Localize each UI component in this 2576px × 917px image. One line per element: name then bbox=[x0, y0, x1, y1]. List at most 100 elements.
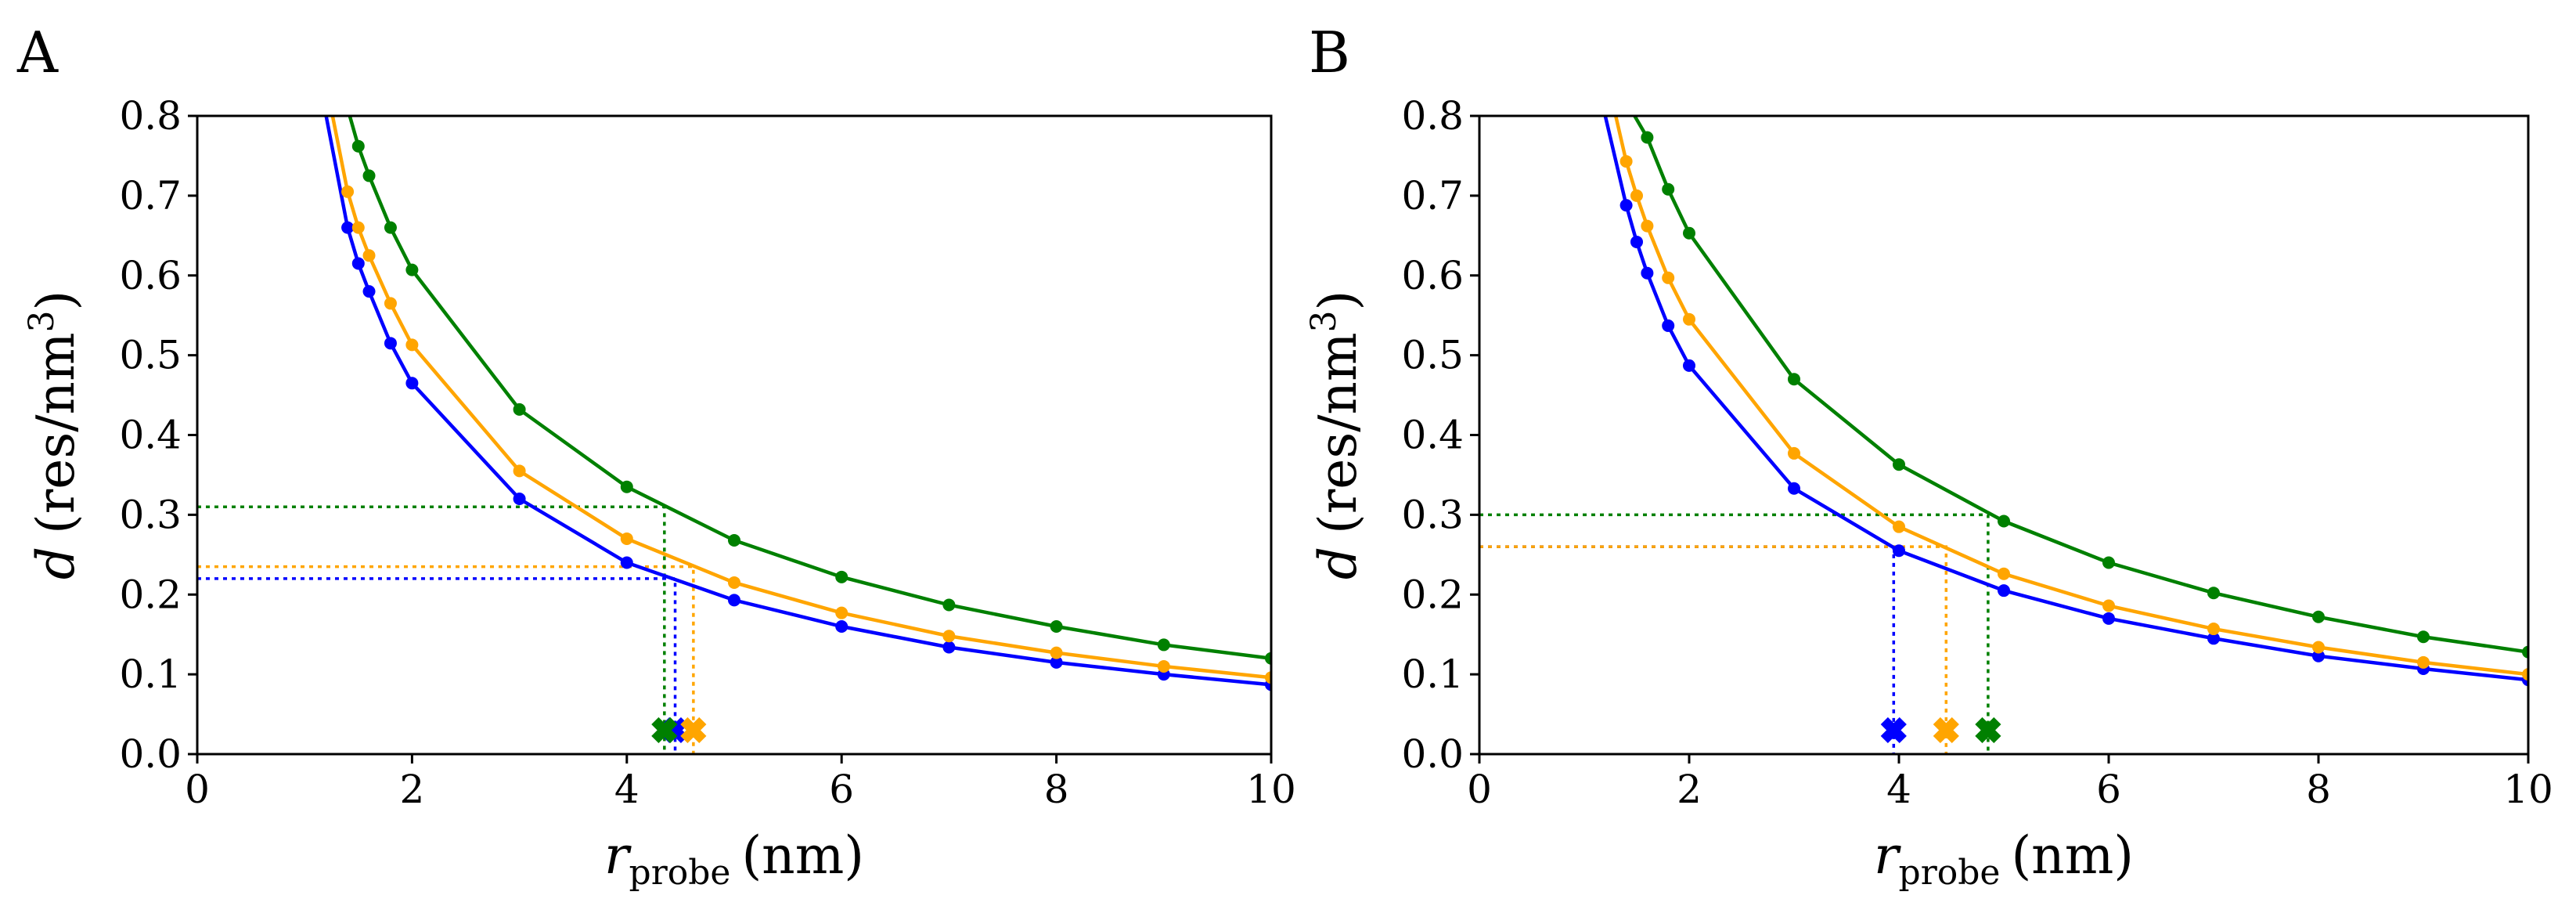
x-tick-label: 0 bbox=[1467, 767, 1492, 812]
series-line-green bbox=[348, 116, 1271, 660]
threshold-guide-blue bbox=[1479, 545, 1896, 754]
threshold-guide-orange bbox=[1479, 545, 1948, 754]
data-point-orange bbox=[405, 338, 419, 352]
panel-label: B bbox=[1309, 20, 1350, 85]
y-tick-label: 0.5 bbox=[119, 333, 182, 378]
series-line-blue bbox=[1603, 116, 2528, 682]
x-tick-label: 6 bbox=[829, 767, 854, 812]
data-point-blue bbox=[620, 556, 633, 569]
y-tick-label: 0.4 bbox=[119, 413, 182, 458]
x-axis-label-subscript: probe bbox=[1899, 853, 2001, 893]
data-point-orange bbox=[728, 576, 740, 589]
data-point-green bbox=[405, 263, 419, 276]
data-point-green bbox=[620, 480, 633, 493]
data-point-green bbox=[1893, 458, 1905, 471]
data-point-blue bbox=[2312, 649, 2325, 662]
crossing-marker-green bbox=[651, 717, 678, 744]
x-tick-label: 0 bbox=[185, 767, 210, 812]
data-point-orange bbox=[1619, 155, 1633, 168]
data-point-blue bbox=[942, 641, 956, 654]
data-point-green bbox=[1662, 182, 1675, 196]
data-point-orange bbox=[1662, 271, 1675, 284]
data-point-orange bbox=[1788, 446, 1800, 460]
x-tick-label: 8 bbox=[1044, 767, 1069, 812]
data-point-orange bbox=[2312, 641, 2325, 654]
data-point-blue bbox=[362, 285, 376, 298]
data-point-orange bbox=[1630, 189, 1643, 202]
data-point-green bbox=[2312, 610, 2325, 623]
x-axis-label: rprobe (nm) bbox=[604, 825, 864, 893]
data-point-green bbox=[384, 221, 397, 234]
y-tick-label: 0.0 bbox=[1401, 731, 1464, 777]
threshold-guides bbox=[1479, 513, 1990, 754]
data-point-orange bbox=[2102, 599, 2115, 612]
series-line-orange bbox=[330, 116, 1271, 680]
crossing-marker-green bbox=[1975, 717, 2001, 744]
data-point-green bbox=[835, 570, 848, 583]
y-tick-label: 0.1 bbox=[119, 652, 182, 697]
y-tick-label: 0.2 bbox=[119, 572, 182, 617]
data-point-blue bbox=[1050, 655, 1063, 669]
data-point-orange bbox=[2417, 655, 2430, 669]
plot-frame bbox=[1478, 114, 2530, 756]
series-green bbox=[1633, 116, 2528, 659]
x-axis-label-units: (nm) bbox=[2011, 825, 2134, 886]
threshold-guide-blue bbox=[197, 577, 677, 754]
data-point-green bbox=[362, 169, 376, 182]
series-orange bbox=[1614, 116, 2528, 681]
data-point-orange bbox=[1683, 312, 1695, 326]
chart-panel-a: A 0 2 4 6 8 10 0.0 0.1 0.2 0.3 0.4 0.5 0.6 0.7 0.8 rprob… bbox=[16, 20, 1296, 893]
y-axis-label-close: ) bbox=[26, 291, 86, 311]
series-orange bbox=[330, 116, 1271, 684]
x-tick-label: 4 bbox=[1886, 767, 1911, 812]
x-axis-label-subscript: probe bbox=[629, 853, 731, 893]
data-point-blue bbox=[728, 594, 740, 607]
y-tick-label: 0.6 bbox=[119, 253, 182, 298]
data-point-orange bbox=[513, 464, 526, 478]
data-point-green bbox=[728, 533, 740, 547]
x-tick-label: 6 bbox=[2096, 767, 2121, 812]
y-tick-label: 0.7 bbox=[119, 173, 182, 218]
data-point-blue bbox=[341, 221, 355, 234]
data-point-green bbox=[1265, 652, 1271, 665]
plot-area bbox=[1603, 116, 2528, 687]
data-point-blue bbox=[1998, 584, 2010, 597]
data-point-blue bbox=[835, 620, 848, 633]
y-tick-label: 0.3 bbox=[119, 492, 182, 537]
panel-label: A bbox=[16, 20, 59, 85]
data-point-green bbox=[1998, 514, 2010, 528]
series-line-orange bbox=[1614, 116, 2528, 677]
data-point-blue bbox=[1641, 266, 1654, 280]
data-point-green bbox=[2207, 587, 2220, 600]
data-point-green bbox=[2522, 645, 2528, 659]
series-blue bbox=[1603, 116, 2528, 687]
data-point-green bbox=[1683, 226, 1695, 240]
x-axis-label: rprobe (nm) bbox=[1874, 825, 2134, 893]
y-tick-label: 0.4 bbox=[1401, 413, 1464, 458]
x-tick-label: 2 bbox=[1677, 767, 1702, 812]
series-line-green bbox=[1633, 116, 2528, 654]
plot-frame bbox=[196, 114, 1273, 756]
threshold-guide-green bbox=[1479, 513, 1990, 754]
y-tick-label: 0.3 bbox=[1401, 492, 1464, 537]
series-green bbox=[348, 116, 1271, 665]
data-point-green bbox=[513, 403, 526, 416]
crossing-marker-orange bbox=[1933, 717, 1959, 744]
x-axis-label-symbol: r bbox=[1874, 825, 1901, 886]
y-tick-label: 0.5 bbox=[1401, 333, 1464, 378]
y-axis-label: d (res/nm3) bbox=[1304, 291, 1368, 580]
y-tick-label: 0.8 bbox=[1401, 93, 1464, 139]
data-point-orange bbox=[1641, 219, 1654, 233]
data-point-green bbox=[2102, 556, 2115, 569]
series-blue bbox=[324, 116, 1271, 691]
y-axis-label-superscript: 3 bbox=[1304, 310, 1344, 332]
data-point-blue bbox=[405, 377, 419, 390]
data-point-orange bbox=[1157, 659, 1170, 673]
x-tick-label: 4 bbox=[614, 767, 639, 812]
y-tick-label: 0.8 bbox=[119, 93, 182, 139]
data-point-green bbox=[1050, 620, 1063, 633]
data-point-orange bbox=[2522, 668, 2528, 681]
data-point-blue bbox=[1662, 319, 1675, 332]
data-point-orange bbox=[835, 606, 848, 619]
threshold-guides bbox=[197, 505, 695, 754]
